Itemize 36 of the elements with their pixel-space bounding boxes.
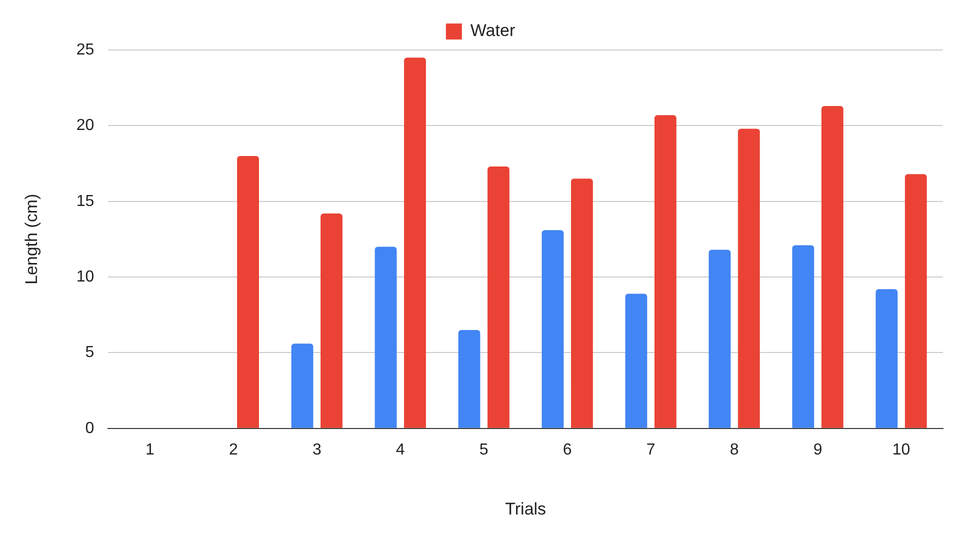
bar [488, 166, 510, 428]
bar [570, 178, 593, 428]
bar [320, 213, 342, 428]
x-tick-label: 4 [396, 441, 405, 458]
bar [291, 344, 314, 428]
bar [876, 289, 898, 428]
y-tick-label: 5 [85, 344, 94, 362]
x-axis-title: Trials [505, 499, 546, 518]
y-tick-label: 15 [76, 192, 94, 210]
bar [404, 58, 426, 428]
y-tick-label: 25 [76, 41, 94, 58]
bar [625, 294, 648, 428]
bar [708, 250, 731, 428]
y-axis-title: Length (cm) [22, 194, 41, 285]
x-tick-label: 8 [730, 441, 739, 458]
x-tick-label: 6 [562, 441, 572, 458]
bar [237, 156, 259, 428]
y-tick-label: 0 [85, 420, 94, 437]
x-tick-label: 10 [892, 441, 910, 458]
y-tick-label: 20 [76, 117, 94, 134]
bar [821, 106, 844, 428]
x-tick-label: 3 [312, 441, 322, 458]
y-tick-label: 10 [76, 268, 94, 286]
bar [542, 230, 564, 428]
x-tick-label: 1 [145, 441, 154, 458]
bar [792, 245, 814, 428]
x-tick-label: 7 [646, 441, 656, 458]
x-tick-label: 9 [813, 441, 822, 458]
legend-label: Water [470, 21, 516, 40]
bar [738, 128, 760, 428]
bar [458, 330, 480, 428]
x-tick-label: 2 [228, 441, 238, 458]
bar [654, 115, 676, 428]
x-tick-label: 5 [479, 441, 488, 458]
bar [904, 174, 927, 428]
bar [374, 246, 397, 428]
